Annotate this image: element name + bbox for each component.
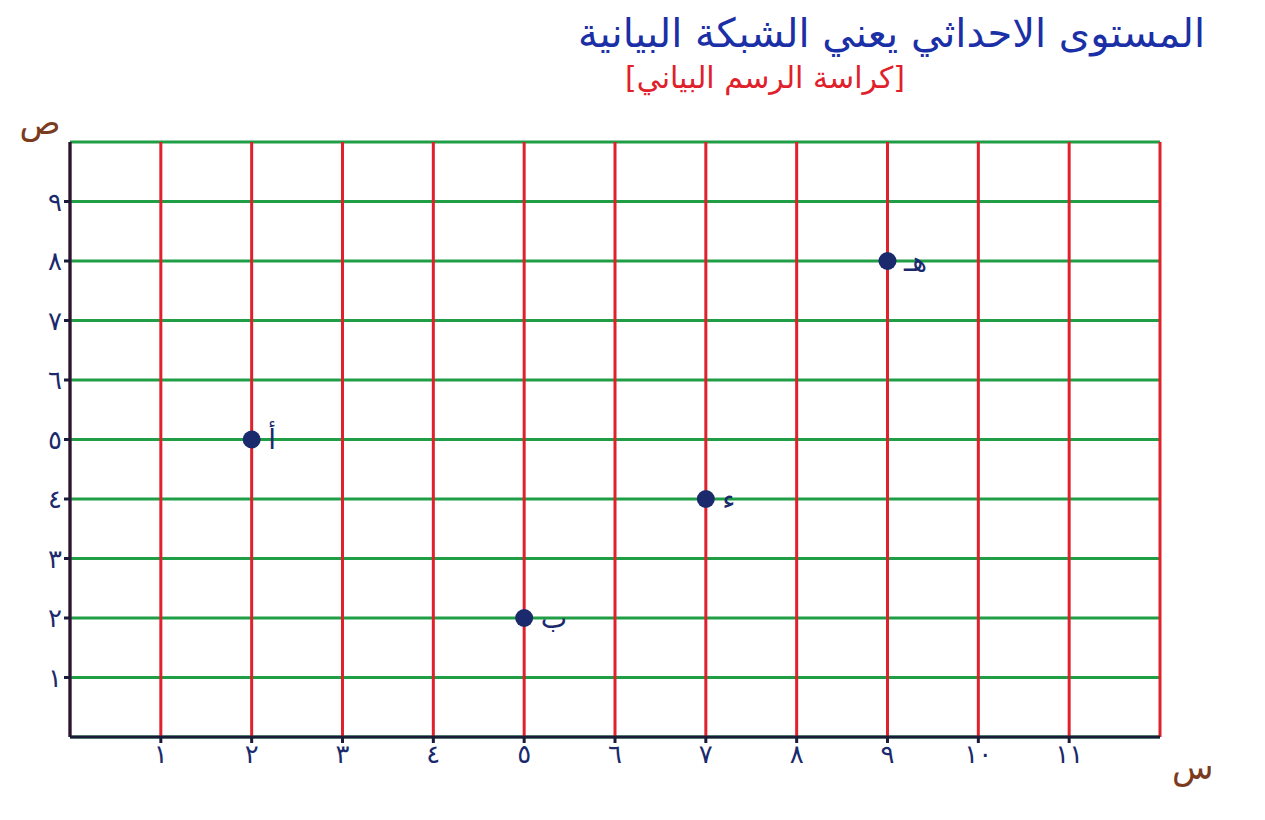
html-text:المستوى الاحداثي يعني الشبكة ا: المستوى الاحداثي يعني الشبكة البيانية bbox=[578, 10, 1205, 56]
svg-text:٩: ٩ bbox=[48, 187, 62, 217]
svg-text:٤: ٤ bbox=[426, 739, 440, 769]
svg-text:٣: ٣ bbox=[48, 544, 62, 574]
svg-text:ء: ء bbox=[722, 483, 735, 516]
html-text:[كراسة الرسم البياني]: [كراسة الرسم البياني] bbox=[624, 60, 905, 95]
svg-text:٧: ٧ bbox=[699, 739, 713, 769]
svg-text:هـ: هـ bbox=[903, 245, 927, 278]
svg-text:٥: ٥ bbox=[48, 425, 62, 455]
svg-text:٣: ٣ bbox=[336, 739, 350, 769]
svg-text:٢: ٢ bbox=[48, 603, 62, 633]
svg-text:٦: ٦ bbox=[608, 739, 622, 769]
svg-text:٨: ٨ bbox=[48, 246, 62, 276]
svg-text:٥: ٥ bbox=[517, 739, 531, 769]
svg-text:س: س bbox=[1172, 747, 1214, 787]
svg-text:أ: أ bbox=[268, 420, 276, 456]
svg-text:١٠: ١٠ bbox=[964, 739, 992, 769]
svg-text:٧: ٧ bbox=[48, 306, 62, 336]
svg-text:ص: ص bbox=[19, 102, 60, 143]
svg-text:٨: ٨ bbox=[790, 739, 804, 769]
svg-text:٩: ٩ bbox=[881, 739, 895, 769]
svg-text:ب: ب bbox=[541, 602, 567, 635]
svg-text:٢: ٢ bbox=[245, 739, 259, 769]
svg-text:٦: ٦ bbox=[48, 365, 62, 395]
svg-text:١١: ١١ bbox=[1055, 739, 1083, 769]
svg-text:١: ١ bbox=[154, 739, 168, 769]
svg-text:٤: ٤ bbox=[48, 484, 62, 514]
svg-text:١: ١ bbox=[48, 663, 62, 693]
